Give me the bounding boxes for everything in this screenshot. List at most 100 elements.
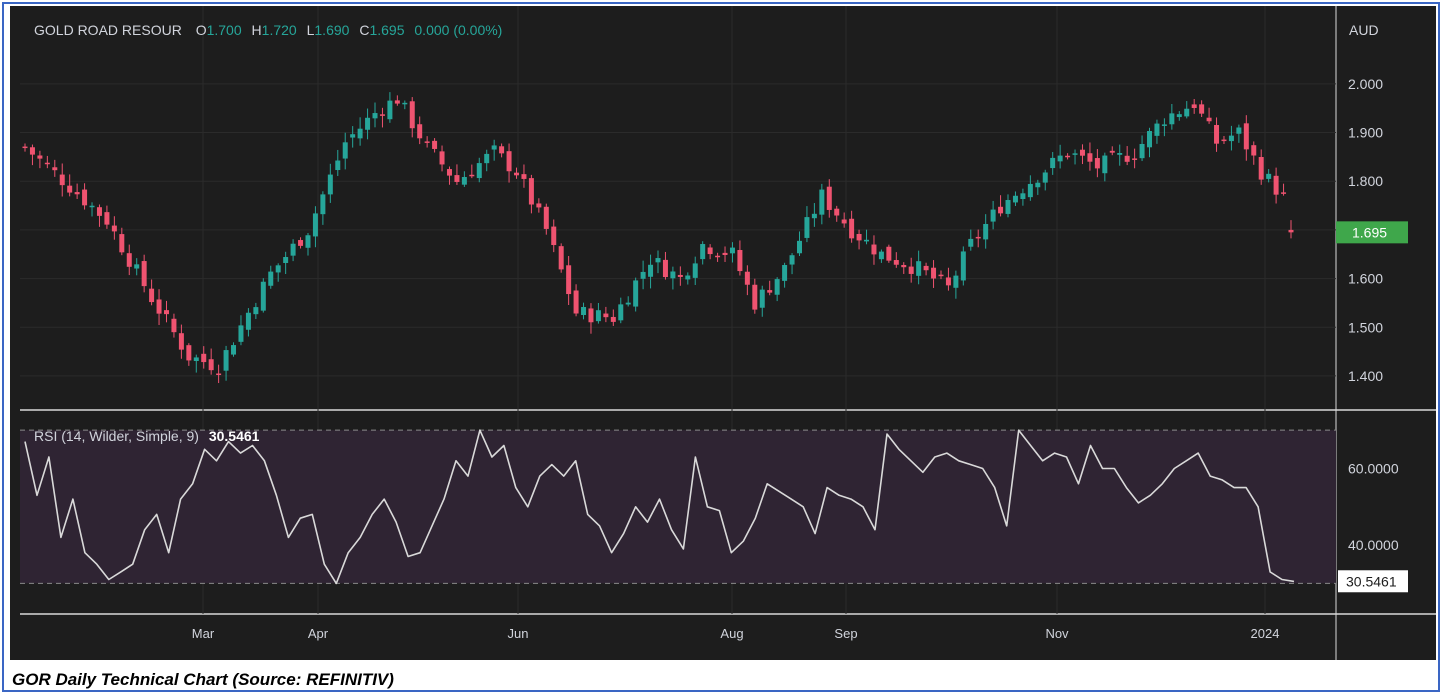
candle-body (975, 236, 981, 239)
candles-group (22, 92, 1294, 384)
candle-body (692, 263, 698, 278)
time-tick-label: Apr (308, 626, 329, 641)
candle-body (990, 209, 996, 222)
candle-body (379, 114, 385, 116)
change-value: 0.000 (0.00%) (414, 22, 503, 38)
candle-body (506, 151, 512, 172)
candle-body (648, 264, 654, 277)
candle-body (171, 318, 177, 333)
candle-body (268, 271, 274, 286)
candle-body (134, 264, 140, 269)
candle-body (59, 174, 65, 186)
candle-body (238, 325, 244, 342)
candle-body (298, 240, 304, 246)
candle-body (938, 274, 944, 277)
candle-body (528, 178, 534, 205)
candle-body (789, 255, 795, 265)
candle-body (231, 345, 237, 355)
candle-body (402, 102, 408, 105)
rsi-value: 30.5461 (208, 428, 260, 444)
candle-body (826, 186, 832, 210)
candle-body (573, 290, 579, 314)
candle-body (394, 100, 400, 104)
candle-body (878, 251, 884, 260)
candle-body (856, 233, 862, 241)
candle-body (811, 213, 817, 219)
candle-body (841, 219, 847, 224)
candle-body (37, 155, 43, 159)
candle-body (186, 345, 192, 361)
candle-body (968, 238, 974, 247)
rsi-tick-label: 60.0000 (1348, 460, 1399, 476)
rsi-title: RSI (14, Wilder, Simple, 9) (34, 428, 199, 444)
candle-body (603, 313, 609, 318)
candle-body (365, 117, 371, 130)
candle-body (871, 244, 877, 255)
open-value: 1.700 (206, 22, 242, 38)
high-label: H (251, 22, 262, 38)
candle-body (424, 141, 430, 143)
price-tick-label: 2.000 (1348, 76, 1383, 92)
candle-body (283, 257, 289, 263)
candle-body (22, 146, 28, 149)
time-tick-label: Aug (720, 626, 743, 641)
candle-body (491, 145, 497, 150)
price-tick-label: 1.600 (1348, 271, 1383, 287)
candle-body (111, 225, 117, 232)
candle-body (178, 333, 184, 350)
candle-body (1184, 108, 1190, 117)
candle-body (521, 174, 527, 179)
candle-body (156, 299, 162, 314)
candle-body (1139, 143, 1145, 159)
candle-body (1117, 152, 1123, 155)
candle-body (1005, 200, 1011, 214)
candle-body (893, 260, 899, 265)
price-tick-label: 1.800 (1348, 173, 1383, 189)
chart-panel: 2.000 1.900 1.800 1.700 1.600 1.500 1.400 Mar Ap… (10, 6, 1436, 660)
candle-body (983, 223, 989, 240)
candle-body (864, 239, 870, 242)
symbol-name: GOLD ROAD RESOUR (34, 22, 182, 38)
candle-body (707, 247, 713, 255)
candle-body (44, 162, 50, 165)
candle-body (923, 265, 929, 271)
candle-body (960, 251, 966, 281)
candle-body (700, 244, 706, 260)
candle-body (1027, 183, 1033, 198)
candle-body (633, 280, 639, 307)
candle-body (52, 167, 58, 171)
candle-body (670, 271, 676, 279)
candle-body (260, 281, 266, 311)
candle-body (327, 174, 333, 195)
candle-body (1288, 229, 1294, 233)
ohlc-legend: GOLD ROAD RESOUR O1.700 H1.720 L1.690 C1… (34, 22, 502, 38)
candle-body (1132, 158, 1138, 160)
candle-body (566, 265, 572, 295)
candle-body (558, 246, 564, 270)
candle-body (1020, 193, 1026, 200)
rsi-legend: RSI (14, Wilder, Simple, 9) 30.5461 (34, 428, 259, 444)
candle-body (67, 185, 73, 193)
candle-body (305, 235, 311, 248)
candle-body (849, 218, 855, 239)
candle-body (432, 140, 438, 149)
candle-body (1251, 145, 1257, 156)
candle-body (1154, 123, 1160, 136)
candle-body (275, 265, 281, 273)
candle-body (1281, 192, 1287, 194)
candle-body (744, 271, 750, 285)
open-label: O (195, 22, 207, 38)
candle-body (1169, 113, 1175, 125)
candle-body (729, 247, 735, 254)
last-price-marker (1336, 221, 1408, 244)
time-tick-label: Mar (192, 626, 215, 641)
candle-body (439, 151, 445, 165)
candle-body (1109, 150, 1115, 153)
candle-body (149, 288, 155, 303)
close-label: C (359, 22, 370, 38)
candle-body (216, 373, 222, 376)
candle-body (581, 307, 587, 316)
candle-body (1266, 173, 1272, 179)
candle-body (201, 353, 207, 363)
price-tick-label: 1.500 (1348, 319, 1383, 335)
